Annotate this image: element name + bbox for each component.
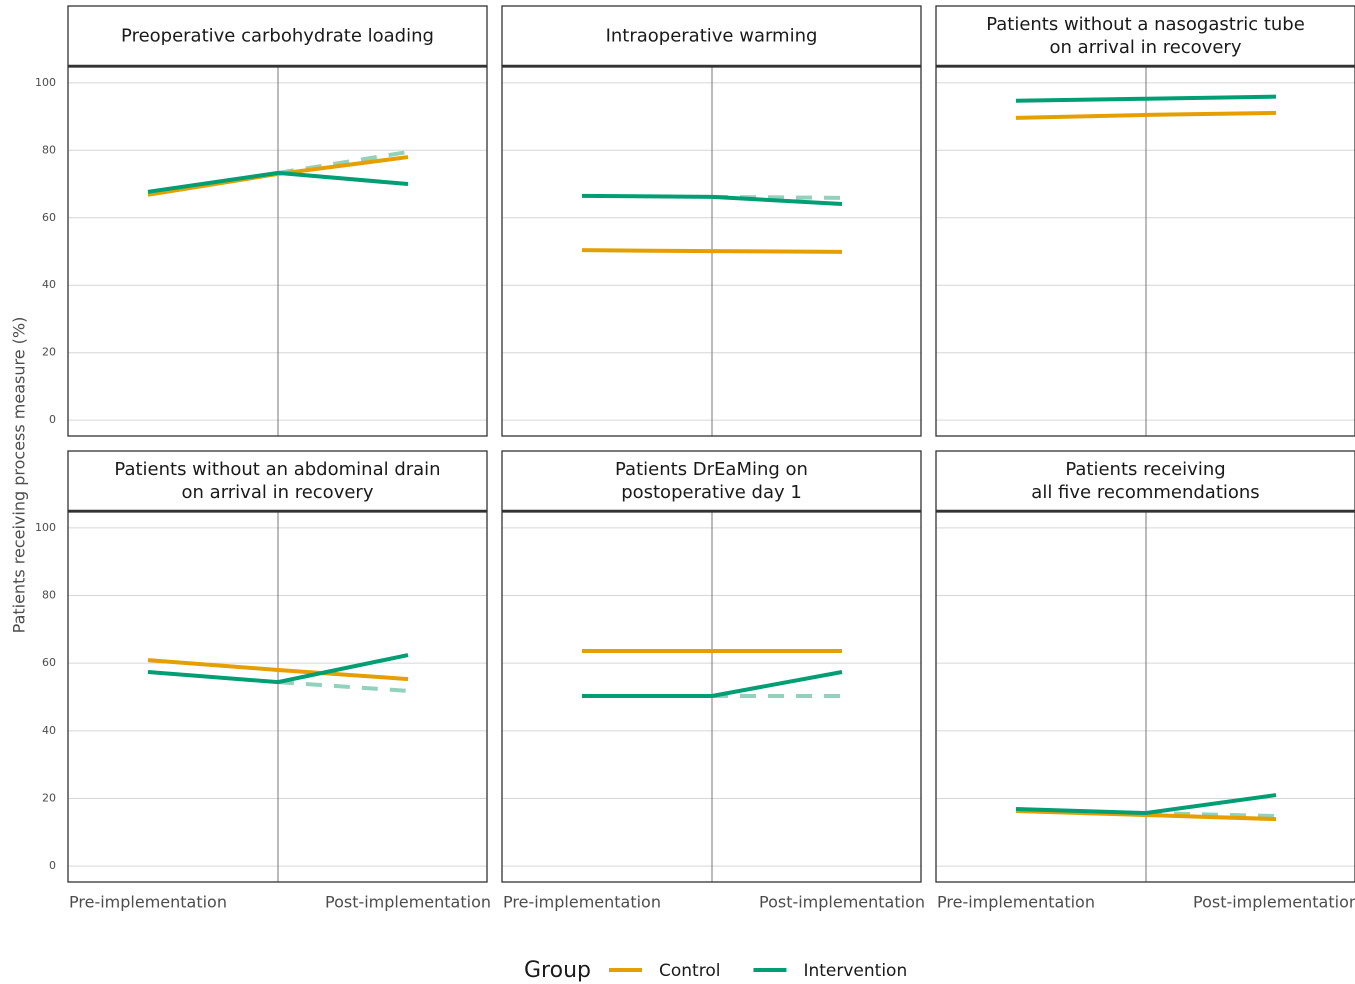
panel-title: on arrival in recovery bbox=[182, 482, 374, 503]
strip bbox=[935, 5, 1355, 67]
y-tick-label: 80 bbox=[42, 589, 56, 602]
series-line bbox=[147, 658, 409, 682]
counterfactual-line bbox=[277, 150, 409, 175]
x-tick-label: Post-implementation bbox=[759, 893, 925, 912]
panel-border bbox=[67, 511, 488, 883]
panel-title: Patients without a nasogastric tube bbox=[986, 14, 1305, 35]
panel-border bbox=[67, 66, 488, 437]
x-tick-label: Pre-implementation bbox=[937, 893, 1095, 912]
series-line bbox=[581, 248, 843, 254]
y-tick-label: 40 bbox=[42, 278, 56, 291]
strip bbox=[67, 450, 488, 512]
y-axis-label: Patients receiving process measure (%) bbox=[10, 317, 29, 634]
x-tick-label: Post-implementation bbox=[1193, 893, 1355, 912]
y-tick-label: 80 bbox=[42, 143, 56, 156]
x-tick-label: Pre-implementation bbox=[69, 893, 227, 912]
counterfactual-line bbox=[277, 680, 409, 693]
strip bbox=[935, 450, 1355, 512]
series-line bbox=[147, 170, 409, 194]
y-tick-label: 0 bbox=[49, 413, 56, 426]
strip bbox=[501, 450, 922, 512]
x-tick-label: Post-implementation bbox=[325, 893, 491, 912]
y-tick-label: 20 bbox=[42, 791, 56, 804]
panel-border bbox=[501, 66, 922, 437]
panel-title: Patients DrEaMing on bbox=[615, 459, 808, 480]
y-tick-label: 60 bbox=[42, 656, 56, 669]
panel-title: on arrival in recovery bbox=[1050, 37, 1242, 58]
y-tick-label: 40 bbox=[42, 724, 56, 737]
y-tick-label: 100 bbox=[35, 76, 56, 89]
series-line bbox=[1015, 808, 1277, 822]
panel-title: all five recommendations bbox=[1031, 482, 1259, 503]
y-tick-label: 100 bbox=[35, 521, 56, 534]
panel-border bbox=[501, 511, 922, 883]
panel-border bbox=[935, 511, 1355, 883]
y-tick-label: 60 bbox=[42, 211, 56, 224]
counterfactual-line bbox=[711, 194, 843, 200]
strip bbox=[67, 5, 488, 67]
panel-title: Intraoperative warming bbox=[606, 26, 818, 47]
x-tick-label: Pre-implementation bbox=[503, 893, 661, 912]
panel-border bbox=[935, 66, 1355, 437]
panel-title: Patients without an abdominal drain bbox=[114, 459, 440, 480]
panel-title: Preoperative carbohydrate loading bbox=[121, 26, 434, 47]
series-line bbox=[581, 193, 843, 206]
y-tick-label: 0 bbox=[49, 859, 56, 872]
y-tick-label: 20 bbox=[42, 346, 56, 359]
series-line bbox=[1015, 110, 1277, 120]
series-line bbox=[582, 670, 843, 698]
series-line bbox=[1015, 94, 1277, 103]
legend-title: Group bbox=[524, 958, 591, 983]
series-line bbox=[147, 653, 409, 685]
legend-label: Intervention bbox=[803, 961, 907, 981]
panel-title: Patients receiving bbox=[1065, 459, 1225, 480]
series-line bbox=[1015, 793, 1277, 816]
counterfactual-line bbox=[1145, 811, 1277, 819]
legend-label: Control bbox=[659, 961, 720, 981]
panel-title: postoperative day 1 bbox=[621, 482, 802, 503]
